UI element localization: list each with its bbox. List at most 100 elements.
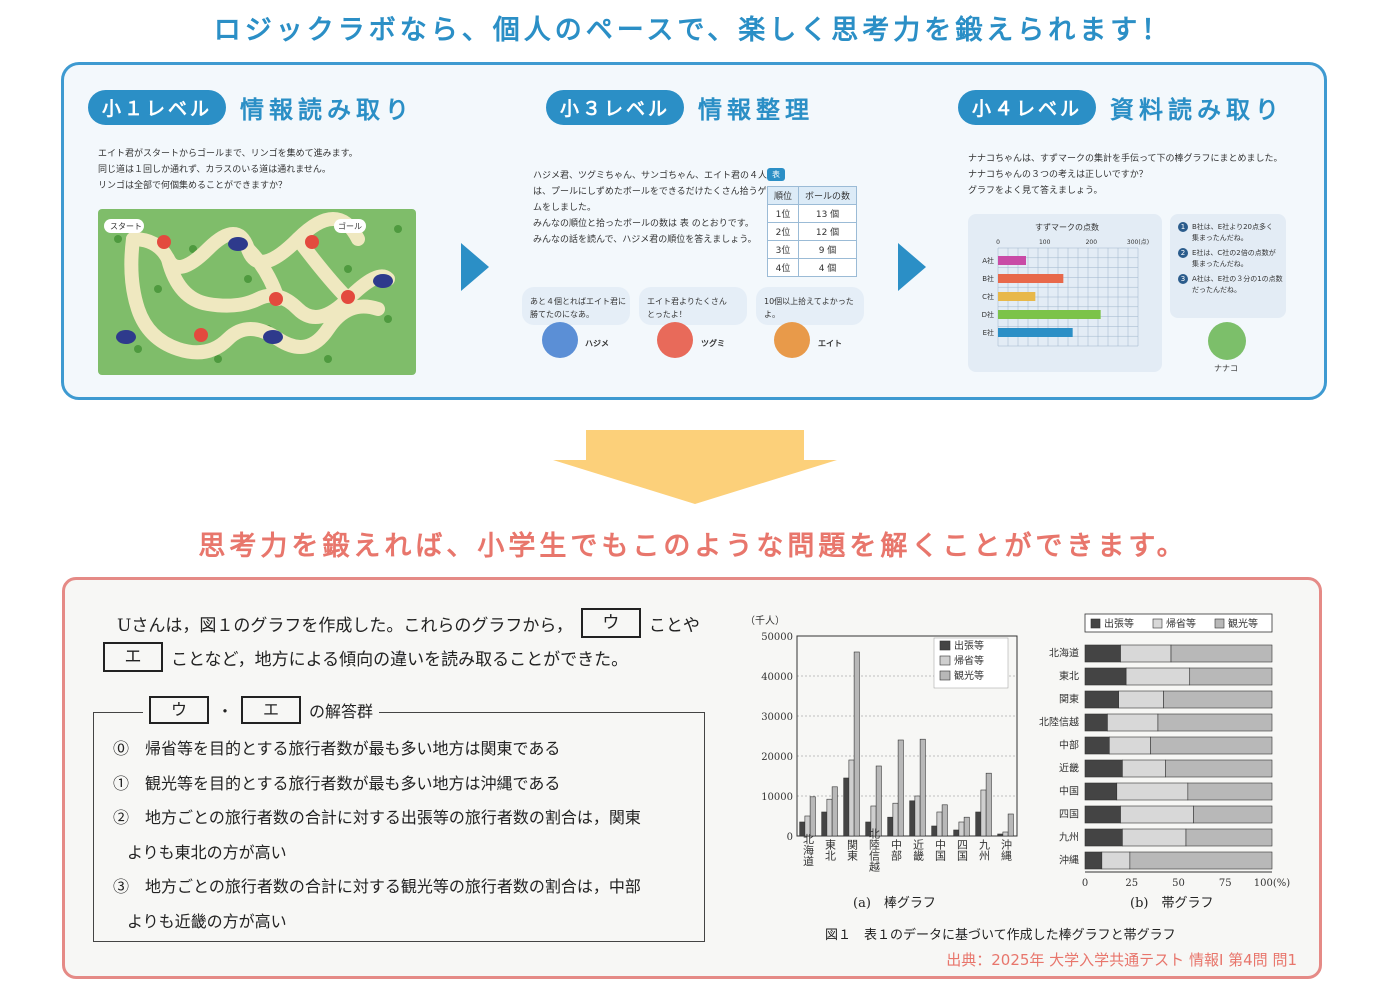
bar [958,821,965,837]
band-segment [1101,851,1131,870]
level3-pill: 小４レベル [958,90,1097,125]
band-segment [1084,851,1103,870]
band-segment [1084,828,1123,847]
avatar [657,322,693,358]
bar [897,739,904,837]
tick-label: 300(点) [1127,238,1149,246]
table-cell: 9 個 [798,240,858,259]
bar [853,651,860,837]
option-3: ③ 地方ごとの旅行者数の合計に対する観光等の旅行者数の割合は，中部 [113,870,641,905]
option-text: 地方ごとの旅行者数の合計に対する出張等の旅行者数の割合は，関東 [145,808,641,827]
option-num: ① [113,773,130,793]
map-start-label: スタート [110,222,142,231]
bar [998,328,1073,337]
bar-caption: (a) 棒グラフ [853,896,936,911]
figure-caption: 図１ 表１のデータに基づいて作成した棒グラフと帯グラフ [825,928,1176,943]
bar [941,804,948,837]
option-3-cont: よりも近畿の方が高い [127,911,287,931]
band-segment [1109,736,1151,755]
band-segment [1084,690,1119,709]
level1-map: スタート ゴール [98,209,416,375]
exam-text: Uさんは，図１のグラフを作成した。これらのグラフから， [117,615,573,636]
tick-label: 25 [1125,878,1138,889]
exam-panel: Uさんは，図１のグラフを作成した。これらのグラフから， ウ ことや エ ことなど… [62,577,1322,979]
maze-image [104,212,402,363]
tick-label: 0 [787,832,793,843]
exam-line2: エ ことなど，地方による傾向の違いを読み取ることができた。 [103,642,628,672]
num-badge: 1 [1178,222,1188,232]
char-name: エイト [818,339,842,348]
exam-line1: Uさんは，図１のグラフを作成した。これらのグラフから， ウ ことや [117,608,700,638]
level2-table-label: 表 [767,168,785,181]
band-segment [1084,736,1110,755]
bar [914,795,921,837]
category-label: 北陸信越 [868,828,881,873]
figure-bar-chart: （千人） 0 10000 20000 30000 40000 50000 北海道 東北 関東 北陸信… [745,615,1018,873]
bar [1002,831,1009,837]
band-segment [1116,782,1189,801]
group-dot: ・ [217,702,234,721]
bar [998,256,1026,265]
bar [1007,813,1014,837]
bar [909,800,916,837]
speech-bubble: エイト君よりたくさん とったよ！ [639,287,747,325]
y-axis-label: （千人） [745,615,785,627]
bar [831,786,838,837]
level1-title: 情報読み取り [240,96,415,124]
category-label: 北陸信越 [1039,716,1079,729]
table-cell: 4位 [766,258,800,277]
headline-top: ロジックラボなら、個人のペースで、楽しく思考力を鍛えられます！ [213,15,1173,46]
level3-title: 資料読み取り [1110,96,1285,124]
bar [919,738,926,837]
answer-options: ⓪ 帰省等を目的とする旅行者数が最も多い地方は関東である ① 観光等を目的とする… [113,732,641,939]
band-segment [1122,828,1187,847]
char-name: ナナコ [1214,364,1238,373]
num-badge: 2 [1178,248,1188,258]
bar [998,274,1064,283]
category-label: 中部 [1059,739,1079,752]
bar [848,759,855,837]
option-num: ⓪ [113,739,130,758]
table-cell: 4 個 [798,258,858,277]
answer-box-u: ウ [580,608,641,638]
option-0: ⓪ 帰省等を目的とする旅行者数が最も多い地方は関東である [113,732,641,767]
tick-label: 200 [1086,239,1098,246]
table-cell: 13 個 [798,204,858,223]
level3-chart-title: すずマークの点数 [1035,223,1099,232]
avatar [1208,322,1246,360]
bar [998,310,1101,319]
level1-pill: 小１レベル [88,90,227,125]
legend-label: 帰省等 [954,654,984,667]
down-arrow-icon [553,430,837,504]
band-segment [1084,644,1121,663]
legend-swatch [1090,618,1101,629]
next-arrow-icon [898,243,926,291]
tick-label: 75 [1219,878,1232,889]
tick-label: 100 [1039,239,1051,246]
exam-text: ことなど，地方による傾向の違いを読み取ることができた。 [171,649,629,670]
category-label: A社 [982,256,994,265]
band-segment [1187,782,1273,801]
speech-bubble: あと４個とればエイト君に 勝てたのになあ。 [522,287,630,325]
level2-question: ハジメ君、ツグミちゃん、サンゴちゃん、エイト君の４人 は、プールにしずめたボール… [533,171,776,245]
bar [821,811,828,837]
legend-swatch [1152,618,1163,629]
category-label: 近畿 [1059,762,1079,775]
band-caption: (b) 帯グラフ [1130,896,1214,911]
band-segment [1129,851,1273,870]
band-segment [1118,690,1164,709]
band-segment [1125,667,1191,686]
category-label: D社 [982,310,994,319]
level2-pill: 小３レベル [546,90,685,125]
answer-box-u: ウ [149,696,209,724]
band-segment [1084,805,1121,824]
bar [997,833,1004,837]
num-badge: 3 [1178,274,1188,284]
band-segment [1107,713,1159,732]
answer-group-box [93,712,705,942]
bar [936,811,943,837]
level3-header: 小４レベル 資料読み取り [958,90,1284,125]
thought-text: B社は、E社より20点多く 集まったんだね。 [1192,223,1273,242]
table-cell: 2位 [766,222,800,241]
band-segment [1170,644,1273,663]
